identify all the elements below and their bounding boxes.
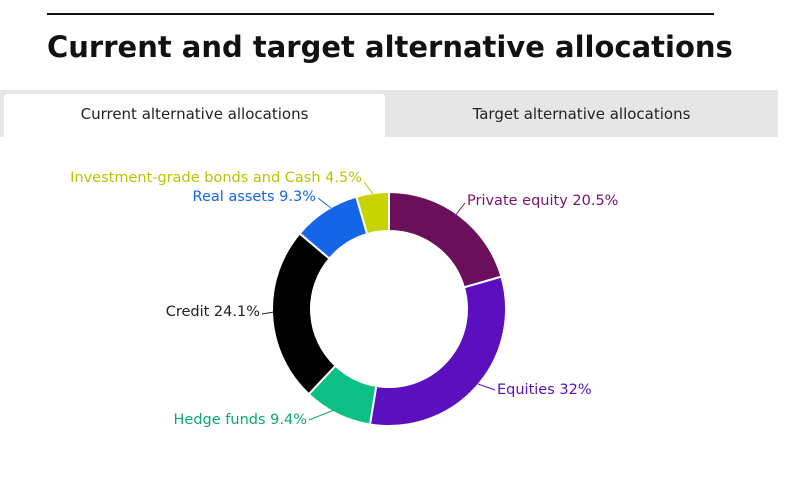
data-label: Credit 24.1% [166,304,260,320]
category-label: Hedge funds [174,412,266,428]
label-connector [477,383,496,391]
data-label: Real assets 9.3% [193,189,316,205]
category-label: Private equity [467,193,568,209]
category-label: Real assets [193,189,275,205]
data-label: Equities 32% [497,382,592,398]
value-label: 20.5% [572,193,618,209]
category-label: Credit [166,304,210,320]
top-rule [47,13,714,15]
value-label: 9.3% [279,189,316,205]
label-connector [363,181,374,195]
label-connector [317,197,332,209]
label-connector [308,409,335,421]
category-label: Investment-grade bonds and Cash [70,170,320,186]
tab[interactable]: Current alternative allocations [4,94,385,137]
tab[interactable]: Target alternative allocations [472,105,691,123]
donut-slice [355,190,390,236]
data-label: Private equity 20.5% [467,193,618,209]
tab-bar: Current alternative allocations Target a… [0,90,778,137]
data-label: Hedge funds 9.4% [174,412,307,428]
donut-slice [368,275,507,427]
page-title: Current and target alternative allocatio… [47,30,733,64]
label-connector [261,311,275,315]
value-label: 4.5% [325,170,362,186]
value-label: 9.4% [270,412,307,428]
value-label: 24.1% [214,304,260,320]
donut-slice [271,232,337,396]
data-label: Investment-grade bonds and Cash 4.5% [70,170,362,186]
value-label: 32% [559,382,591,398]
category-label: Equities [497,382,555,398]
label-connector [454,202,466,217]
